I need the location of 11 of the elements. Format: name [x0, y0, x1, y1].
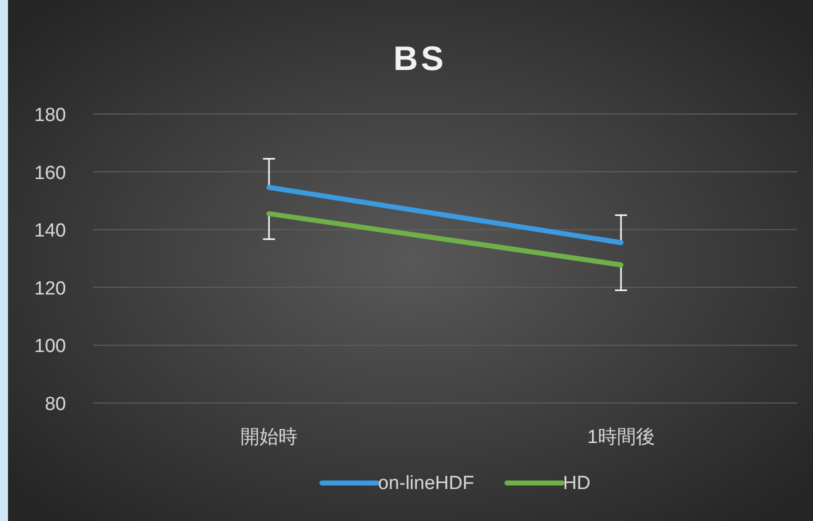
y-tick-label: 100 — [34, 336, 66, 358]
y-tick-label: 80 — [44, 394, 66, 415]
y-tick-label: 180 — [34, 105, 66, 126]
y-tick-label: 140 — [34, 220, 66, 242]
y-tick-label: 120 — [34, 278, 66, 300]
legend-label: HD — [563, 473, 590, 494]
x-tick-label: 開始時 — [240, 427, 298, 448]
chart-title: BS — [393, 40, 447, 78]
legend-label: on-lineHDF — [378, 473, 474, 494]
x-tick-label: 1時間後 — [587, 427, 655, 448]
y-tick-label: 160 — [34, 162, 66, 184]
